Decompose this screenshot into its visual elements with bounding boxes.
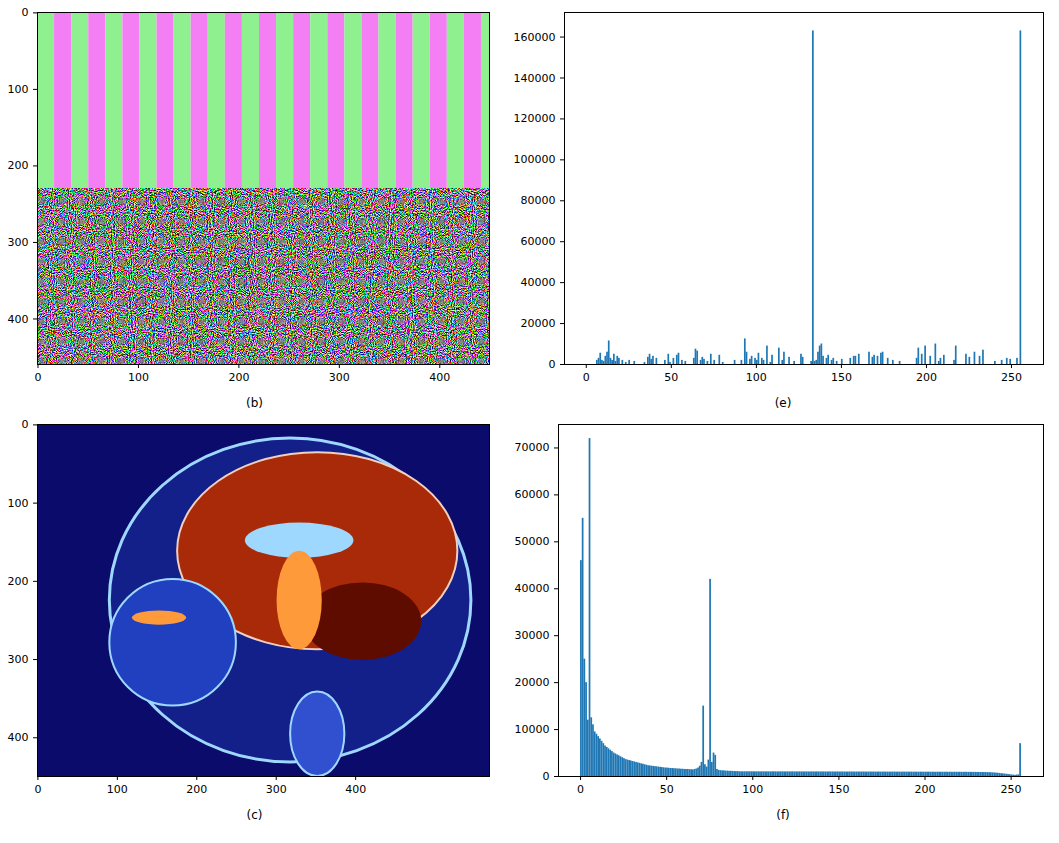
- svg-text:0: 0: [22, 6, 29, 19]
- svg-text:0: 0: [22, 418, 29, 431]
- svg-text:200: 200: [8, 159, 29, 172]
- svg-text:30000: 30000: [515, 629, 550, 642]
- svg-text:80000: 80000: [521, 194, 556, 207]
- svg-text:300: 300: [329, 371, 350, 384]
- svg-text:50000: 50000: [515, 535, 550, 548]
- svg-text:300: 300: [266, 783, 287, 796]
- svg-text:100: 100: [128, 371, 149, 384]
- svg-text:160000: 160000: [514, 31, 556, 44]
- svg-text:40000: 40000: [521, 276, 556, 289]
- svg-text:20000: 20000: [521, 317, 556, 330]
- svg-text:60000: 60000: [521, 235, 556, 248]
- svg-text:400: 400: [8, 731, 29, 744]
- svg-text:300: 300: [8, 236, 29, 249]
- svg-text:200: 200: [8, 575, 29, 588]
- html-text:(e): (e): [774, 396, 792, 410]
- svg-text:140000: 140000: [514, 72, 556, 85]
- svg-text:250: 250: [1001, 371, 1022, 384]
- svg-text:100000: 100000: [514, 153, 556, 166]
- svg-text:400: 400: [345, 783, 366, 796]
- html-text:(c): (c): [246, 808, 263, 822]
- svg-text:100: 100: [746, 371, 767, 384]
- svg-text:60000: 60000: [515, 488, 550, 501]
- svg-text:0: 0: [543, 770, 550, 783]
- svg-text:50: 50: [664, 371, 678, 384]
- svg-text:250: 250: [1001, 783, 1022, 796]
- svg-text:0: 0: [34, 783, 41, 796]
- svg-text:0: 0: [35, 371, 42, 384]
- svg-text:40000: 40000: [515, 582, 550, 595]
- svg-text:10000: 10000: [515, 723, 550, 736]
- svg-text:400: 400: [429, 371, 450, 384]
- svg-text:70000: 70000: [515, 441, 550, 454]
- svg-text:100: 100: [8, 83, 29, 96]
- html-text:(f): (f): [776, 808, 790, 822]
- svg-text:400: 400: [8, 312, 29, 325]
- svg-text:120000: 120000: [514, 112, 556, 125]
- svg-text:200: 200: [916, 371, 937, 384]
- svg-text:150: 150: [831, 371, 852, 384]
- svg-text:300: 300: [8, 653, 29, 666]
- svg-text:200: 200: [186, 783, 207, 796]
- svg-text:100: 100: [8, 497, 29, 510]
- svg-text:0: 0: [583, 371, 590, 384]
- svg-text:100: 100: [742, 783, 763, 796]
- html-text:(b): (b): [246, 396, 263, 410]
- svg-text:100: 100: [107, 783, 128, 796]
- svg-text:200: 200: [228, 371, 249, 384]
- svg-text:0: 0: [577, 783, 584, 796]
- svg-text:50: 50: [660, 783, 674, 796]
- svg-text:20000: 20000: [515, 676, 550, 689]
- svg-text:0: 0: [549, 358, 556, 371]
- svg-text:200: 200: [915, 783, 936, 796]
- svg-text:150: 150: [828, 783, 849, 796]
